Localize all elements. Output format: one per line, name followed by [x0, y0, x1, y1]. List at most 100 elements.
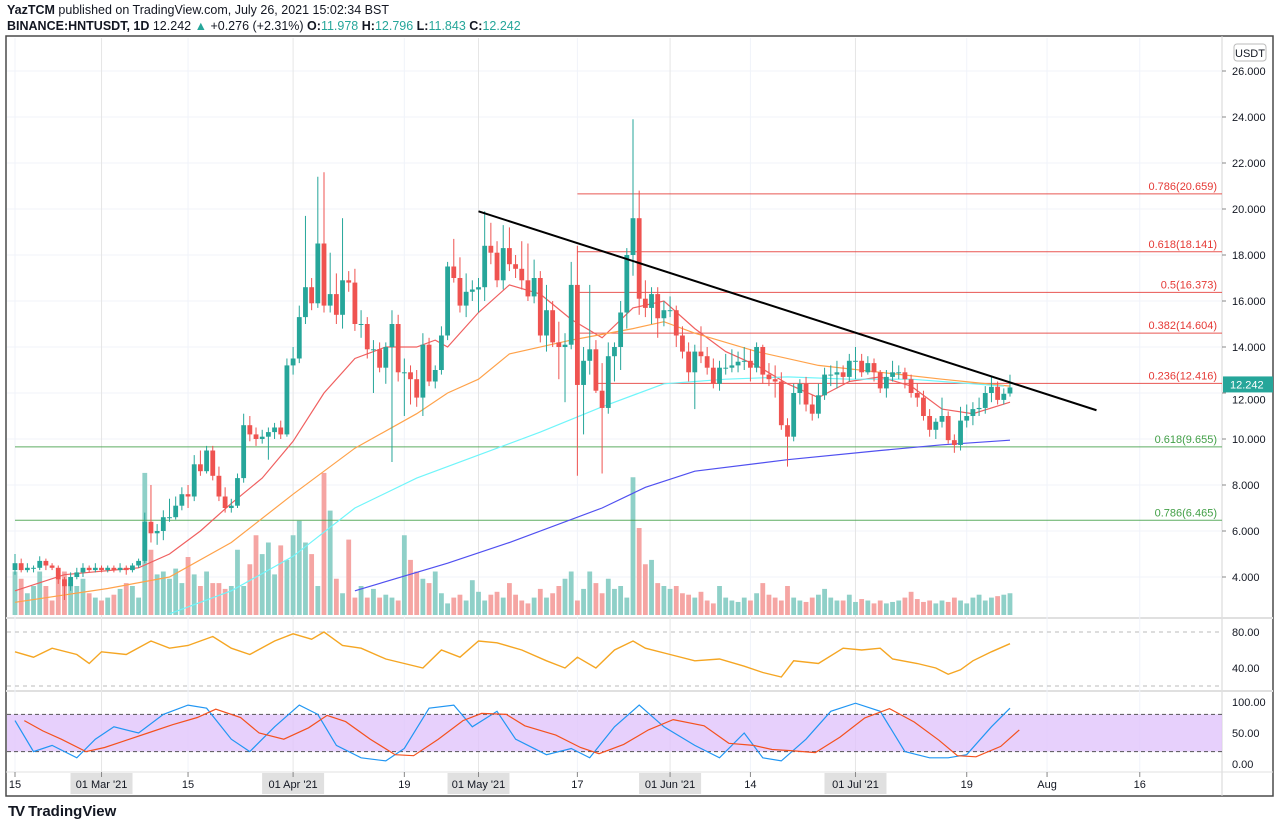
candle-body: [358, 324, 364, 325]
candle: [902, 367, 908, 389]
candle-body: [556, 342, 562, 347]
volume-bar: [556, 586, 562, 615]
symbol-name[interactable]: BINANCE:HNTUSDT, 1D: [7, 19, 150, 33]
volume-bar: [259, 554, 265, 615]
candle: [785, 418, 790, 467]
candle: [31, 565, 36, 573]
candle: [426, 337, 432, 387]
candle: [822, 367, 827, 400]
volume-bar: [822, 588, 827, 615]
volume-bar: [624, 597, 630, 615]
open-label: O:: [307, 19, 321, 33]
candle-body: [544, 310, 549, 336]
candle-body: [890, 372, 895, 377]
last-price: 12.242: [152, 19, 192, 33]
candle: [216, 466, 222, 502]
candle-body: [797, 383, 803, 393]
candle: [698, 326, 704, 364]
candle-body: [62, 579, 67, 587]
candle: [778, 372, 784, 430]
candle-body: [859, 360, 865, 373]
candle: [265, 427, 271, 460]
candle: [494, 241, 500, 288]
candle-body: [605, 356, 611, 408]
candle-body: [272, 427, 277, 433]
candle: [154, 524, 160, 545]
candle: [989, 376, 994, 403]
low-label: L:: [416, 19, 429, 33]
fib-level-label: 0.786(20.659): [1149, 181, 1218, 193]
candle: [618, 301, 624, 370]
candle: [1001, 388, 1007, 405]
candle-body: [846, 360, 852, 377]
candle-body: [717, 367, 722, 384]
candle-body: [649, 294, 654, 308]
candle: [748, 349, 753, 382]
candle-body: [463, 291, 469, 306]
candle-body: [760, 347, 766, 375]
candle-body: [630, 218, 636, 255]
close-label: C:: [469, 19, 483, 33]
candle-body: [377, 349, 383, 368]
candle-body: [259, 436, 265, 439]
volume-bar: [692, 597, 698, 615]
volume-bar: [883, 603, 889, 615]
volume-bar: [414, 571, 420, 615]
volume-bar: [482, 600, 488, 615]
candle: [772, 365, 778, 398]
candle-body: [333, 294, 339, 315]
candle: [148, 485, 154, 543]
candle-body: [562, 344, 568, 347]
candle-body: [704, 356, 710, 368]
y-tick-label: 16.000: [1232, 296, 1266, 308]
candle-body: [340, 280, 345, 315]
candle: [457, 257, 463, 313]
candle-body: [12, 563, 18, 571]
candle: [62, 577, 67, 600]
volume-bar: [581, 588, 586, 615]
candle-body: [612, 347, 617, 357]
x-tick-label: Aug: [1037, 779, 1057, 791]
candle-body: [667, 310, 673, 312]
candle-body: [204, 450, 209, 472]
candle: [939, 397, 945, 428]
volume-bar: [31, 586, 36, 615]
volume-bar: [865, 600, 871, 615]
candle-body: [469, 289, 475, 292]
candle: [791, 383, 797, 442]
tradingview-logo[interactable]: TV TradingView: [8, 803, 116, 820]
candle-body: [970, 409, 976, 416]
close-value: 12.242: [482, 19, 521, 33]
volume-bar: [278, 545, 284, 615]
volume-bar: [803, 601, 809, 615]
candle-body: [723, 367, 729, 369]
volume-bar: [204, 571, 209, 615]
candle-body: [945, 416, 951, 441]
candle: [945, 411, 951, 444]
volume-bar: [599, 593, 605, 615]
volume-bar: [420, 578, 426, 615]
candle-body: [371, 349, 376, 351]
candle: [432, 365, 438, 389]
x-tick-label: 01 Jun '21: [645, 779, 695, 791]
volume-bar: [778, 600, 784, 615]
fib-level-label: 0.786(6.465): [1155, 507, 1217, 519]
candle: [198, 450, 203, 476]
candle-body: [173, 505, 179, 518]
volume-bar: [272, 574, 277, 615]
candle-body: [933, 421, 939, 430]
candle-body: [439, 335, 444, 370]
price-change: +0.276 (+2.31%): [210, 19, 304, 33]
candle: [55, 565, 61, 584]
author-name[interactable]: YazTCM: [7, 3, 55, 17]
y-tick-label: 26.000: [1232, 66, 1266, 78]
candle: [853, 347, 858, 380]
volume-bar: [160, 571, 166, 615]
currency-label: USDT: [1235, 48, 1265, 60]
candle-body: [735, 361, 741, 366]
volume-bar: [457, 594, 463, 615]
volume-bar: [655, 583, 661, 615]
candle-body: [964, 416, 970, 421]
volume-bar: [661, 586, 667, 615]
